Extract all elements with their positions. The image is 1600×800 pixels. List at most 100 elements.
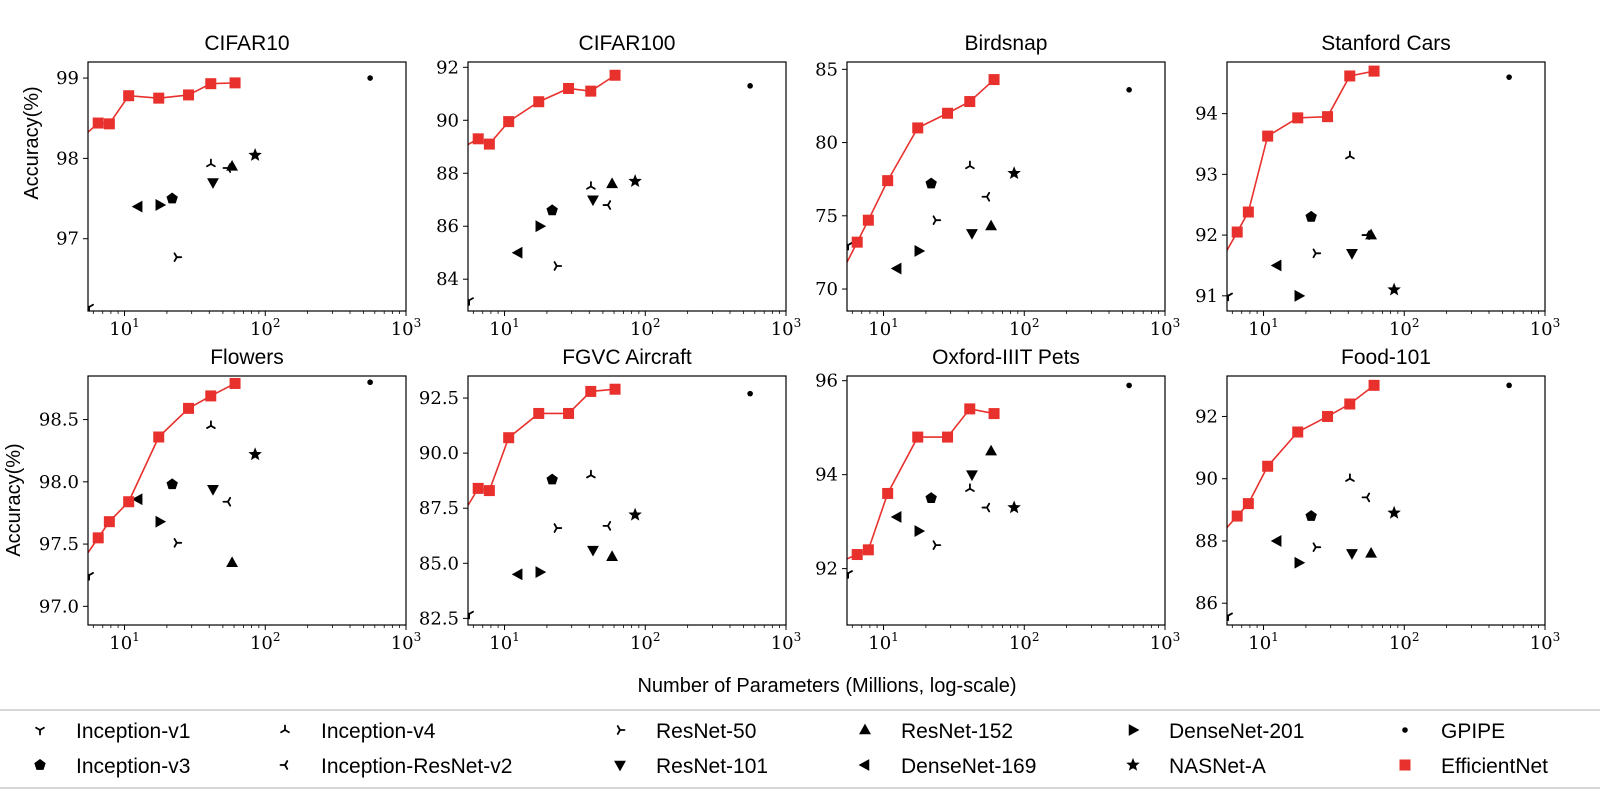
x-tick-label-flowers: 101 — [109, 630, 140, 654]
legend-item-densenet-169: DenseNet-169 — [858, 755, 1036, 778]
legend-label-resnet-152: ResNet-152 — [901, 720, 1013, 743]
point-resnet-50-food-101 — [1312, 542, 1322, 553]
legend-item-gpipe: GPIPE — [1402, 720, 1505, 743]
panel-oxford-iiit-pets: Oxford-IIIT Pets 92 94 96 101 102 103 — [815, 346, 1180, 654]
point-inception-resnet-v2-food-101 — [1361, 492, 1371, 503]
legend-marker-resnet-101 — [614, 760, 626, 772]
point-inception-resnet-v2-oxford-iiit-pets — [981, 502, 991, 513]
y-tick-label-fgvc-aircraft: 90.0 — [419, 443, 459, 464]
point-inception-resnet-v2-fgvc-aircraft — [602, 521, 612, 531]
panel-birdsnap-plot — [847, 74, 1132, 275]
point-densenet-201-fgvc-aircraft — [535, 566, 547, 579]
point-efficientnet-food-101 — [1368, 379, 1380, 391]
point-efficientnet-food-101 — [1344, 398, 1356, 410]
point-efficientnet-stanford-cars — [1368, 65, 1380, 77]
point-efficientnet-food-101 — [1322, 410, 1334, 422]
panel-cifar10: CIFAR10 97 98 99 101 102 103 — [56, 32, 421, 340]
y-tick-label-food-101: 90 — [1195, 469, 1218, 490]
point-densenet-169-birdsnap — [890, 262, 902, 275]
legend-label-inception-resnet-v2: Inception-ResNet-v2 — [321, 755, 512, 778]
point-nasnet-a-stanford-cars — [1387, 282, 1401, 296]
y-tick-label-flowers: 97.5 — [39, 534, 79, 555]
point-resnet-101-food-101 — [1346, 549, 1358, 560]
panel-title-birdsnap: Birdsnap — [965, 32, 1048, 55]
point-efficientnet-fgvc-aircraft — [585, 385, 597, 397]
point-inception-v3-cifar100 — [546, 204, 558, 216]
panel-stanford-cars: Stanford Cars 91 92 93 94 101 102 103 — [1195, 32, 1560, 340]
y-tick-label-stanford-cars: 91 — [1195, 286, 1218, 307]
point-efficientnet-cifar10 — [153, 92, 165, 104]
y-tick-label-flowers: 98.5 — [39, 410, 79, 431]
x-tick-label-food-101: 102 — [1389, 630, 1420, 654]
y-tick-label-oxford-iiit-pets: 96 — [815, 371, 838, 392]
point-efficientnet-fgvc-aircraft — [609, 383, 621, 395]
panel-title-cifar100: CIFAR100 — [579, 32, 676, 55]
point-gpipe-stanford-cars — [1506, 74, 1512, 80]
y-tick-label-oxford-iiit-pets: 92 — [815, 559, 838, 580]
point-efficientnet-oxford-iiit-pets — [862, 544, 874, 556]
y-tick-label-cifar100: 90 — [436, 110, 459, 131]
point-efficientnet-fgvc-aircraft — [503, 432, 515, 444]
point-efficientnet-oxford-iiit-pets — [851, 549, 863, 561]
y-tick-label-birdsnap: 85 — [815, 59, 838, 80]
point-efficientnet-fgvc-aircraft — [483, 485, 495, 497]
point-efficientnet-flowers — [183, 402, 195, 414]
point-densenet-201-food-101 — [1294, 556, 1306, 569]
x-tick-label-oxford-iiit-pets: 102 — [1009, 630, 1040, 654]
point-resnet-101-flowers — [207, 485, 219, 496]
panel-cifar100: CIFAR100 84 86 88 90 92 101 102 103 — [436, 32, 801, 340]
x-tick-label-stanford-cars: 101 — [1248, 316, 1279, 340]
legend-marker-nasnet-a — [1126, 757, 1140, 771]
y-tick-label-fgvc-aircraft: 82.5 — [419, 608, 459, 629]
point-nasnet-a-birdsnap — [1007, 166, 1021, 180]
point-nasnet-a-flowers — [248, 447, 262, 461]
y-tick-label-food-101: 92 — [1195, 406, 1218, 427]
point-densenet-201-oxford-iiit-pets — [914, 525, 926, 537]
point-efficientnet-oxford-iiit-pets — [988, 408, 1000, 420]
point-inception-v3-birdsnap — [925, 177, 937, 189]
y-tick-label-flowers: 98.0 — [39, 472, 79, 493]
x-axis-label: Number of Parameters (Millions, log-scal… — [637, 675, 1016, 697]
y-tick-label-cifar100: 86 — [436, 216, 459, 237]
panel-birdsnap: Birdsnap 70 75 80 85 101 102 103 — [815, 32, 1180, 340]
x-tick-label-food-101: 101 — [1248, 630, 1279, 654]
panel-frame-oxford-iiit-pets — [846, 375, 1166, 626]
point-densenet-169-oxford-iiit-pets — [890, 511, 902, 523]
point-nasnet-a-food-101 — [1387, 505, 1401, 519]
y-tick-label-cifar100: 88 — [436, 163, 459, 184]
point-densenet-169-cifar10 — [131, 200, 143, 213]
x-tick-label-birdsnap: 103 — [1150, 316, 1181, 340]
x-tick-label-cifar10: 101 — [109, 316, 140, 340]
y-tick-label-oxford-iiit-pets: 94 — [815, 465, 838, 486]
point-resnet-50-birdsnap — [932, 215, 942, 226]
legend-marker-efficientnet — [1399, 759, 1411, 771]
panel-title-cifar10: CIFAR10 — [204, 32, 289, 55]
legend-item-resnet-101: ResNet-101 — [614, 755, 768, 778]
efficientnet-line-oxford-iiit-pets — [847, 408, 995, 560]
point-efficientnet-oxford-iiit-pets — [942, 431, 954, 443]
point-resnet-50-fgvc-aircraft — [553, 523, 563, 533]
point-inception-v4-flowers — [206, 420, 216, 429]
point-inception-v1-fgvc-aircraft — [468, 610, 474, 620]
point-efficientnet-cifar10 — [123, 90, 135, 102]
point-resnet-50-oxford-iiit-pets — [932, 540, 942, 550]
point-gpipe-cifar100 — [747, 83, 753, 89]
legend-item-nasnet-a: NASNet-A — [1126, 755, 1266, 778]
panel-title-flowers: Flowers — [210, 346, 284, 369]
panel-frame-stanford-cars — [1226, 61, 1546, 312]
point-efficientnet-birdsnap — [882, 175, 894, 187]
panel-title-oxford-iiit-pets: Oxford-IIIT Pets — [932, 346, 1080, 369]
x-tick-label-food-101: 103 — [1530, 630, 1561, 654]
panel-frame-birdsnap — [846, 61, 1166, 312]
y-tick-label-stanford-cars: 94 — [1195, 104, 1218, 125]
point-resnet-152-flowers — [226, 556, 239, 567]
point-gpipe-birdsnap — [1126, 87, 1132, 93]
y-tick-label-cifar100: 92 — [436, 57, 459, 78]
point-efficientnet-flowers — [229, 377, 241, 389]
point-efficientnet-cifar10 — [183, 89, 195, 101]
point-efficientnet-birdsnap — [988, 74, 1000, 86]
y-tick-label-cifar10: 97 — [56, 229, 79, 250]
legend-label-inception-v1: Inception-v1 — [76, 720, 190, 743]
legend-marker-resnet-152 — [859, 723, 871, 735]
legend-marker-gpipe — [1402, 727, 1408, 733]
